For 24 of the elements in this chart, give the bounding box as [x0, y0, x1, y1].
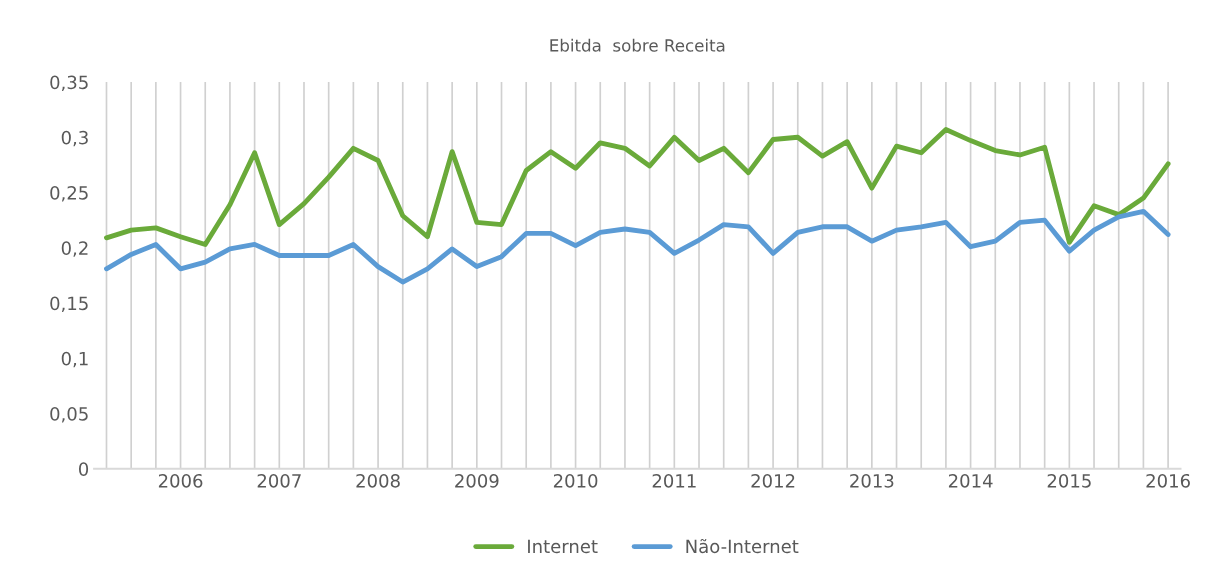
- x-tick-label: 2010: [553, 473, 598, 488]
- chart-title: Ebitda sobre Receita: [550, 38, 725, 52]
- y-tick-label: 0,1: [61, 351, 88, 368]
- line-series: [104, 127, 1171, 247]
- x-tick-label: 2012: [751, 473, 795, 488]
- x-tick-label: 2016: [1146, 473, 1190, 488]
- legend-label: Não-Internet: [686, 538, 799, 554]
- y-tick-label: 0: [78, 462, 89, 476]
- x-tick-label: 2015: [1047, 473, 1091, 488]
- x-tick-label: 2009: [455, 473, 499, 488]
- y-tick-label: 0,2: [61, 241, 88, 257]
- x-tick-label: 2007: [257, 473, 301, 488]
- y-tick-label: 0,15: [50, 296, 88, 312]
- y-tick-label: 0,05: [50, 407, 88, 423]
- x-tick-label: 2011: [652, 473, 696, 488]
- y-tick-label: 0,25: [50, 186, 88, 202]
- x-tick-label: 2013: [850, 473, 894, 488]
- y-tick-label: 0,35: [50, 75, 88, 91]
- legend-label: Internet: [528, 539, 598, 554]
- x-tick-label: 2006: [158, 473, 203, 488]
- x-tick-label: 2014: [948, 473, 993, 488]
- x-tick-label: 2008: [356, 473, 400, 488]
- line-series: [104, 208, 1171, 285]
- y-tick-label: 0,3: [61, 130, 88, 147]
